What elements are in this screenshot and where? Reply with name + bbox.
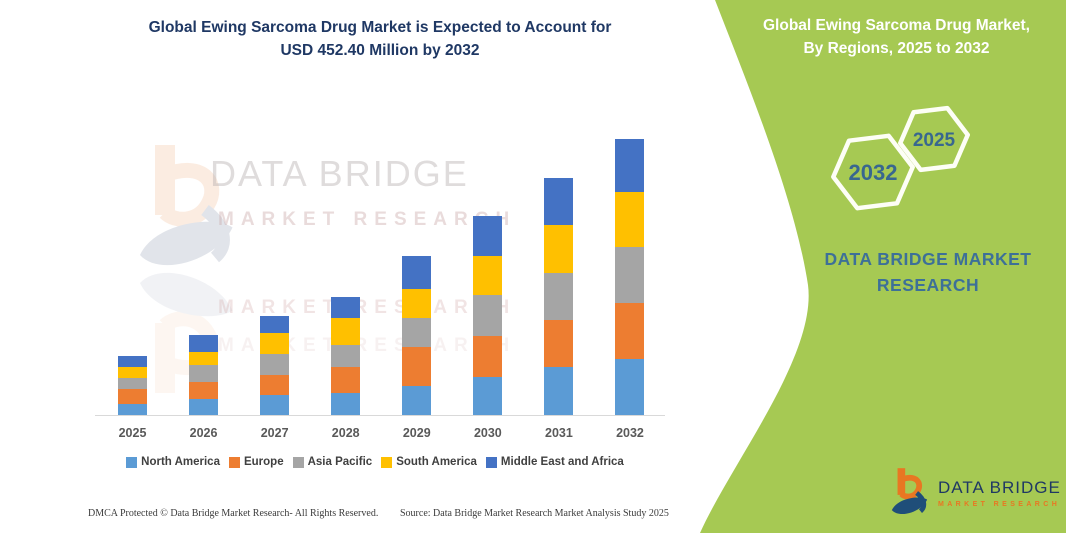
legend-label: Europe — [243, 456, 284, 468]
brand-line2: RESEARCH — [876, 275, 980, 295]
bar-segment — [473, 376, 503, 415]
bar-segment — [544, 272, 574, 320]
legend-item-south-america: South America — [381, 456, 477, 468]
x-tick-2027: 2027 — [260, 426, 289, 440]
brand-line1: DATA BRIDGE MARKET — [824, 249, 1032, 269]
logo-subtitle: MARKET RESEARCH — [938, 501, 1061, 508]
bar-segment — [260, 395, 290, 415]
x-tick-2029: 2029 — [402, 426, 431, 440]
bar-segment — [260, 354, 290, 375]
bar-segment — [118, 356, 147, 368]
brand-text: DATA BRIDGE MARKET RESEARCH — [790, 246, 1066, 298]
bar-segment — [189, 365, 219, 383]
bar-segment — [473, 255, 503, 295]
x-axis-labels: 2025 2026 2027 2028 2029 2030 2031 2032 — [95, 426, 665, 444]
legend-item-europe: Europe — [228, 456, 284, 468]
bar-column-2028 — [331, 296, 361, 415]
bar-segment — [118, 378, 147, 390]
bar-column-2027 — [260, 316, 290, 415]
bar-segment — [473, 216, 503, 256]
bar-segment — [260, 316, 290, 334]
hexagon-2025-label: 2025 — [913, 130, 956, 151]
bar-segment — [402, 318, 432, 348]
x-tick-2032: 2032 — [616, 426, 644, 440]
footer-source: Source: Data Bridge Market Research Mark… — [400, 508, 669, 519]
bar-segment — [260, 333, 290, 354]
legend-swatch — [381, 456, 393, 468]
right-panel: Global Ewing Sarcoma Drug Market, By Reg… — [680, 0, 1066, 533]
x-tick-2025: 2025 — [118, 426, 147, 440]
logo-name: DATA BRIDGE — [938, 478, 1061, 497]
bar-column-2030 — [473, 216, 503, 415]
legend-label: Asia Pacific — [307, 456, 373, 468]
bar-segment — [118, 367, 147, 379]
bar-column-2029 — [402, 256, 432, 415]
panel-title: Global Ewing Sarcoma Drug Market, By Reg… — [735, 14, 1058, 60]
bar-segment — [331, 296, 361, 319]
bar-segment — [615, 247, 645, 303]
hexagon-2032 — [831, 133, 915, 211]
legend: North America Europe Asia Pacific South Ame… — [85, 456, 665, 468]
bar-segment — [615, 359, 645, 415]
bar-segment — [402, 289, 432, 319]
bar-column-2031 — [544, 177, 574, 415]
chart-title-line1: Global Ewing Sarcoma Drug Market is Expe… — [148, 19, 612, 36]
bar-segment — [402, 386, 432, 415]
bar-segment — [544, 224, 574, 273]
bar-column-2025 — [118, 356, 147, 415]
legend-swatch — [126, 456, 138, 468]
bar-segment — [189, 399, 219, 415]
bar-segment — [189, 351, 219, 366]
logo-block: DATA BRIDGE MARKET RESEARCH — [888, 466, 1061, 520]
legend-swatch — [292, 456, 304, 468]
x-tick-2028: 2028 — [331, 426, 360, 440]
bar-segment — [189, 382, 219, 400]
bar-segment — [331, 367, 361, 394]
panel-title-line2: By Regions, 2025 to 2032 — [803, 40, 990, 57]
hexagons: 2032 2025 — [831, 105, 970, 211]
bar-segment — [402, 256, 432, 290]
bar-segment — [260, 375, 290, 395]
bar-segment — [189, 335, 219, 352]
bar-segment — [118, 404, 147, 415]
legend-swatch — [228, 456, 240, 468]
bar-segment — [544, 367, 574, 415]
bar-segment — [544, 319, 574, 368]
legend-label: South America — [396, 456, 477, 468]
bar-segment — [615, 302, 645, 360]
footer-dmca: DMCA Protected © Data Bridge Market Rese… — [88, 508, 379, 519]
bar-segment — [331, 393, 361, 415]
hexagon-2032-label: 2032 — [849, 160, 898, 185]
green-panel-shape — [700, 0, 1066, 533]
bar-segment — [544, 177, 574, 225]
bar-column-2032 — [615, 139, 645, 415]
data-bridge-logo-icon — [891, 468, 928, 515]
legend-item-middle-east-and-africa: Middle East and Africa — [485, 456, 624, 468]
bar-column-2026 — [189, 335, 219, 415]
legend-item-north-america: North America — [126, 456, 220, 468]
x-tick-2026: 2026 — [189, 426, 218, 440]
bar-segment — [615, 192, 645, 248]
bar-segment — [615, 139, 645, 193]
bar-segment — [331, 344, 361, 368]
hexagon-2025 — [898, 105, 970, 173]
x-tick-2030: 2030 — [473, 426, 502, 440]
logo-text: DATA BRIDGE MARKET RESEARCH — [938, 478, 1061, 508]
bar-segment — [331, 318, 361, 345]
bar-segment — [402, 347, 432, 386]
chart-title-line2: USD 452.40 Million by 2032 — [280, 42, 480, 59]
bar-segment — [473, 294, 503, 336]
chart-title: Global Ewing Sarcoma Drug Market is Expe… — [95, 16, 665, 62]
bar-chart — [95, 130, 665, 416]
bar-segment — [473, 335, 503, 377]
legend-item-asia-pacific: Asia Pacific — [292, 456, 373, 468]
x-tick-2031: 2031 — [545, 426, 573, 440]
legend-label: North America — [141, 456, 220, 468]
panel-title-line1: Global Ewing Sarcoma Drug Market, — [762, 17, 1030, 34]
legend-label: Middle East and Africa — [500, 456, 624, 468]
legend-swatch — [485, 456, 497, 468]
bar-segment — [118, 389, 147, 404]
